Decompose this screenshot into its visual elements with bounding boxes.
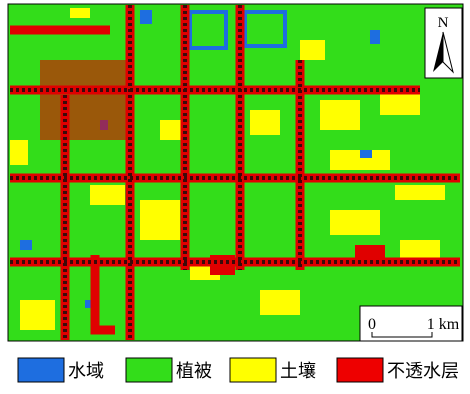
legend-label: 水域 — [68, 361, 104, 381]
legend-label: 土壤 — [280, 361, 316, 381]
legend-swatch — [18, 358, 64, 382]
legend: 水域 植被 土壤 不透水层 — [18, 358, 459, 382]
scale-end: 1 km — [427, 316, 460, 333]
legend-label: 不透水层 — [387, 361, 459, 381]
legend-swatch — [126, 358, 172, 382]
scale-start: 0 — [368, 316, 376, 333]
north-arrow: N — [425, 8, 462, 78]
legend-label: 植被 — [176, 361, 212, 381]
north-label: N — [438, 15, 449, 31]
land-cover-map: N 0 1 km 水域 植被 土壤 不透水层 — [0, 0, 470, 389]
legend-swatch — [337, 358, 383, 382]
page: {"map": {"north_label": "N", "scale_bar"… — [0, 0, 470, 389]
legend-swatch — [230, 358, 276, 382]
scale-bar: 0 1 km — [360, 306, 462, 341]
